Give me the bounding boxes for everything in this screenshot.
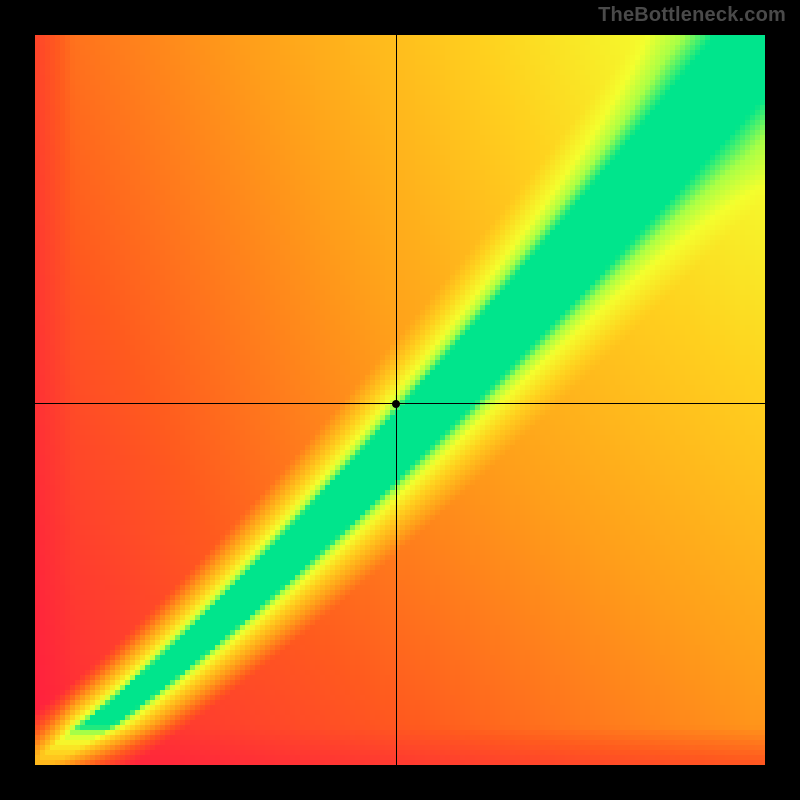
heatmap-plot [35,35,765,765]
watermark-text: TheBottleneck.com [598,4,786,27]
heatmap-canvas [35,35,765,765]
chart-frame: TheBottleneck.com [0,0,800,800]
